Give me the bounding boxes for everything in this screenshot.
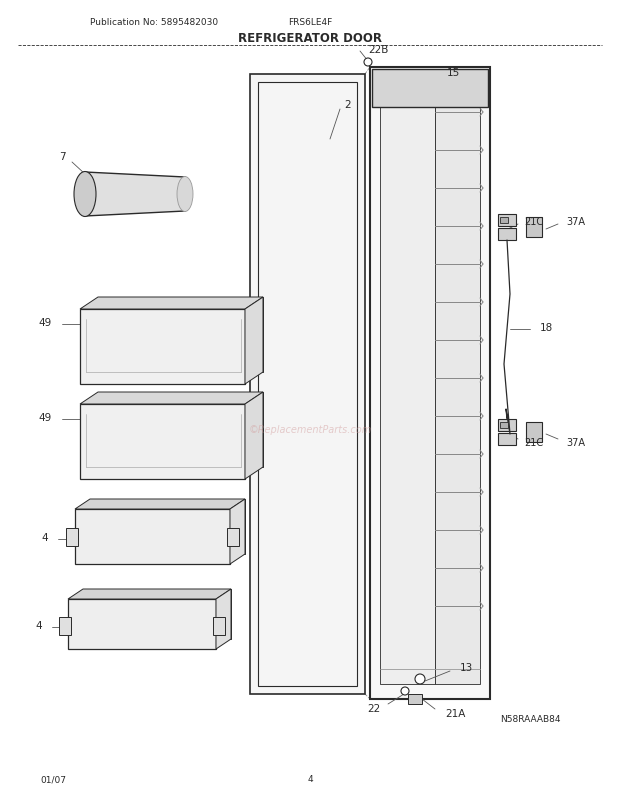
Polygon shape: [216, 589, 231, 649]
Text: N58RAAAB84: N58RAAAB84: [500, 715, 560, 723]
Text: 49: 49: [38, 318, 52, 327]
Polygon shape: [245, 392, 263, 480]
Bar: [59, 617, 71, 634]
Polygon shape: [75, 509, 230, 565]
Text: 21C: 21C: [524, 437, 543, 448]
Text: 13: 13: [460, 662, 473, 672]
Bar: [227, 529, 239, 547]
Bar: [498, 229, 516, 241]
Text: 15: 15: [446, 68, 459, 78]
Polygon shape: [68, 589, 231, 599]
Bar: [526, 217, 542, 237]
Bar: [380, 83, 435, 684]
Bar: [498, 433, 516, 445]
Polygon shape: [80, 392, 263, 404]
Bar: [408, 695, 422, 704]
Text: 37A: 37A: [566, 437, 585, 448]
Text: 37A: 37A: [566, 217, 585, 227]
Circle shape: [401, 687, 409, 695]
Polygon shape: [83, 589, 231, 639]
Polygon shape: [372, 70, 488, 107]
Ellipse shape: [74, 172, 96, 217]
Circle shape: [364, 59, 372, 67]
Bar: [498, 419, 516, 431]
Polygon shape: [80, 298, 263, 310]
Polygon shape: [90, 500, 245, 554]
Text: 21A: 21A: [445, 708, 466, 718]
Polygon shape: [80, 310, 245, 384]
Text: ©ReplacementParts.com: ©ReplacementParts.com: [249, 424, 371, 435]
Circle shape: [415, 674, 425, 684]
Text: REFRIGERATOR DOOR: REFRIGERATOR DOOR: [238, 32, 382, 45]
Bar: [526, 423, 542, 443]
Polygon shape: [230, 500, 245, 565]
Text: 4: 4: [42, 533, 48, 542]
Text: 7: 7: [59, 152, 65, 162]
Ellipse shape: [177, 177, 193, 213]
Text: 2: 2: [345, 100, 352, 110]
Bar: [258, 83, 357, 687]
Text: 21C: 21C: [524, 217, 543, 227]
Text: Publication No: 5895482030: Publication No: 5895482030: [90, 18, 218, 27]
Bar: [66, 529, 78, 547]
Polygon shape: [98, 392, 263, 468]
Text: FRS6LE4F: FRS6LE4F: [288, 18, 332, 27]
Polygon shape: [85, 172, 185, 217]
Bar: [213, 617, 225, 634]
Text: 4: 4: [307, 775, 313, 784]
Bar: [370, 68, 490, 699]
Text: 22: 22: [367, 703, 380, 713]
Bar: [500, 423, 508, 428]
Text: 01/07: 01/07: [40, 775, 66, 784]
Polygon shape: [80, 404, 245, 480]
Text: 22B: 22B: [368, 45, 388, 55]
Polygon shape: [68, 599, 216, 649]
Polygon shape: [245, 298, 263, 384]
Text: 49: 49: [38, 412, 52, 423]
Bar: [500, 217, 508, 224]
Polygon shape: [98, 298, 263, 373]
Bar: [498, 215, 516, 227]
Text: 18: 18: [540, 322, 553, 333]
Bar: [435, 83, 480, 684]
Polygon shape: [75, 500, 245, 509]
Text: 4: 4: [35, 620, 42, 630]
Bar: [250, 75, 365, 695]
